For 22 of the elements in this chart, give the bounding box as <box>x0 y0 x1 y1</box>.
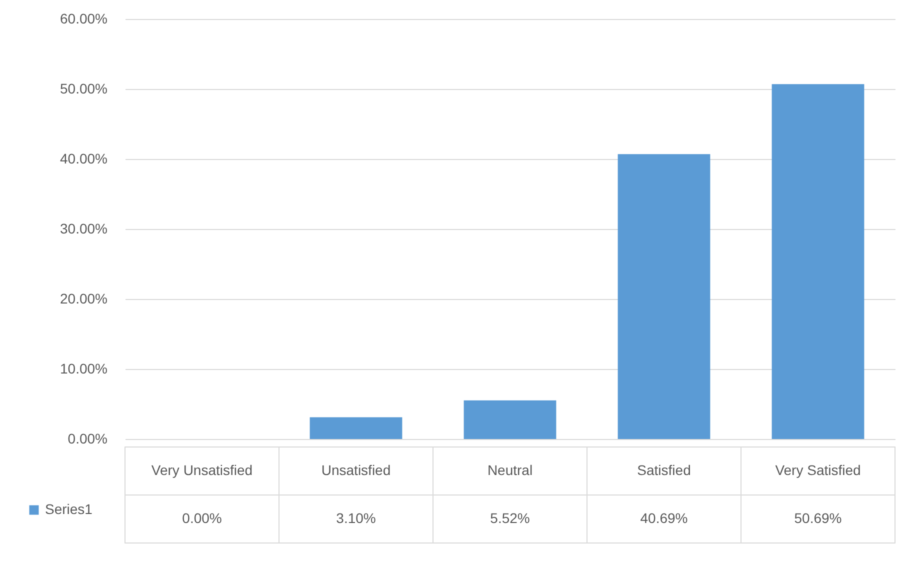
y-tick-label: 60.00% <box>60 10 108 26</box>
y-tick-label: 50.00% <box>60 80 108 96</box>
bar <box>310 417 402 439</box>
legend-label: Series1 <box>45 501 93 517</box>
x-tick-label: Unsatisfied <box>321 462 391 478</box>
y-tick-label: 30.00% <box>60 220 108 236</box>
bar <box>464 400 556 439</box>
y-tick-label: 0.00% <box>68 430 108 446</box>
data-label: 40.69% <box>640 510 688 526</box>
x-tick-label: Neutral <box>487 462 533 478</box>
bar <box>618 154 710 439</box>
bar <box>772 84 864 439</box>
x-tick-label: Satisfied <box>637 462 691 478</box>
data-label: 50.69% <box>794 510 842 526</box>
data-label: 3.10% <box>336 510 376 526</box>
data-label: 5.52% <box>490 510 530 526</box>
x-tick-label: Very Satisfied <box>775 462 861 478</box>
y-tick-label: 10.00% <box>60 360 108 376</box>
y-tick-label: 20.00% <box>60 290 108 306</box>
data-label: 0.00% <box>182 510 222 526</box>
y-tick-label: 40.00% <box>60 150 108 166</box>
x-tick-label: Very Unsatisfied <box>151 462 253 478</box>
